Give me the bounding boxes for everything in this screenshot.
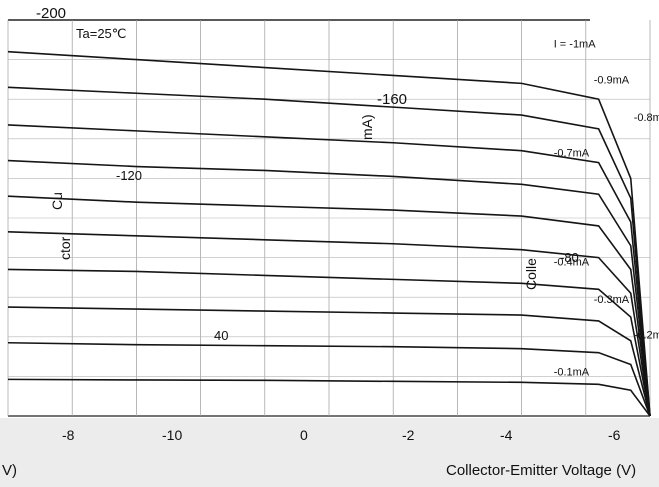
y-tick-label-160: -160	[377, 91, 407, 108]
series-label-10: -0.1mA	[554, 366, 590, 378]
grid-lines	[7, 20, 651, 416]
ylabel-fragment-ctor: ctor	[57, 236, 73, 260]
series-label-3: -0.8mA	[634, 112, 659, 124]
series-curve-2	[7, 86, 651, 417]
x-tick-label-0: 0	[300, 427, 308, 443]
temperature-annotation: Ta=25℃	[76, 26, 126, 41]
series-label-7: -0.4mA	[554, 256, 590, 268]
y-tick-label-80: -80	[560, 250, 579, 265]
y-tick-label-200: -200	[36, 5, 66, 22]
x-tick-label-8: -8	[62, 427, 75, 443]
x-tick-label-2: -2	[402, 427, 415, 443]
y-tick-label-40: 40	[214, 328, 228, 343]
x-tick-label-4: -4	[500, 427, 513, 443]
y-tick-label-120: -120	[116, 168, 142, 183]
ylabel-fragment-cu: Cu	[49, 192, 65, 210]
series-label-4: -0.7mA	[554, 148, 590, 160]
xlabel-fragment-left: V)	[2, 462, 17, 479]
x-axis-label: Collector-Emitter Voltage (V)	[446, 462, 636, 479]
series-curve-1	[7, 50, 651, 417]
series-label-9: -0.2mA	[634, 330, 659, 342]
series-curve-9	[7, 341, 651, 417]
ylabel-fragment-colle: Colle	[523, 258, 539, 290]
series-curve-7	[7, 268, 651, 417]
series-curve-5	[7, 195, 651, 417]
series-curves	[7, 50, 651, 417]
series-label-1: I = -1mA	[554, 39, 597, 51]
xlabel-band	[0, 418, 659, 487]
series-curve-8	[7, 306, 651, 417]
x-tick-label-6: -6	[608, 427, 621, 443]
ylabel-fragment-ma: mA)	[359, 114, 375, 140]
series-curve-3	[7, 124, 651, 417]
series-curve-6	[7, 231, 651, 417]
series-curve-10	[7, 378, 651, 417]
series-labels: I = -1mA -0.9mA -0.8mA -0.7mA -0.4mA -0.3mA -0…	[554, 39, 659, 379]
series-label-8: -0.3mA	[594, 294, 630, 306]
series-curve-4	[7, 159, 651, 417]
series-label-2: -0.9mA	[594, 74, 630, 86]
x-tick-label-10: -10	[162, 427, 182, 443]
